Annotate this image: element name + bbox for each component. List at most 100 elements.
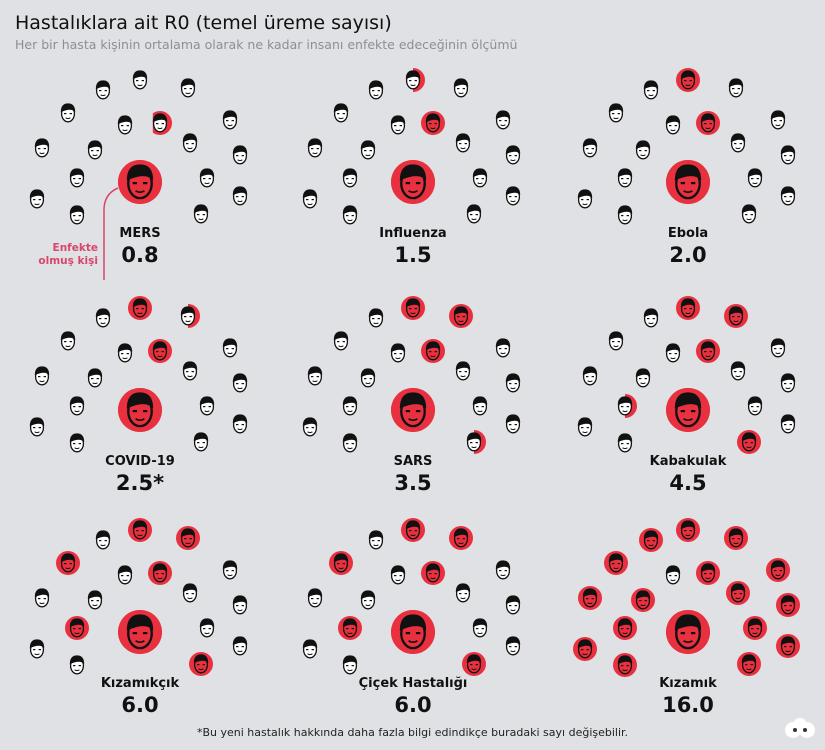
person-icon bbox=[180, 78, 196, 98]
person-icon bbox=[95, 530, 111, 550]
person-icon bbox=[472, 168, 488, 188]
person-icon bbox=[368, 80, 384, 100]
r0-value: 3.5 bbox=[394, 471, 432, 495]
r0-value: 0.8 bbox=[121, 243, 159, 267]
infected-person-icon bbox=[462, 652, 486, 676]
person-icon bbox=[617, 205, 633, 225]
person-icon bbox=[132, 70, 148, 90]
person-icon bbox=[770, 110, 786, 130]
infected-person-icon bbox=[724, 526, 748, 550]
person-icon bbox=[302, 189, 318, 209]
person-icon bbox=[302, 639, 318, 659]
person-icon bbox=[193, 204, 209, 224]
infected-person-icon bbox=[573, 637, 597, 661]
person-icon bbox=[232, 636, 248, 656]
infected-person-icon bbox=[401, 296, 425, 320]
person-icon bbox=[69, 433, 85, 453]
person-icon bbox=[472, 396, 488, 416]
person-icon bbox=[368, 530, 384, 550]
infected-person-icon bbox=[176, 526, 200, 550]
person-icon bbox=[87, 140, 103, 160]
person-icon bbox=[232, 145, 248, 165]
disease-name: COVID-19 bbox=[105, 454, 175, 469]
r0-value: 6.0 bbox=[394, 693, 432, 717]
infected-person-icon bbox=[743, 616, 767, 640]
infected-person-icon bbox=[676, 296, 700, 320]
person-icon bbox=[222, 110, 238, 130]
person-icon bbox=[728, 78, 744, 98]
person-icon bbox=[117, 115, 133, 135]
infected-person-icon bbox=[666, 160, 710, 204]
person-icon bbox=[360, 368, 376, 388]
person-icon bbox=[643, 80, 659, 100]
person-icon bbox=[455, 133, 471, 153]
panel-mers: MERS 0.8 Enfekte olmuş kişi bbox=[0, 60, 275, 288]
infected-person-icon bbox=[676, 68, 700, 92]
panel-influenza: Influenza 1.5 bbox=[273, 60, 548, 288]
person-icon bbox=[665, 343, 681, 363]
infected-person-icon bbox=[391, 388, 435, 432]
person-icon bbox=[390, 343, 406, 363]
footnote: *Bu yeni hastalık hakkında daha fazla bi… bbox=[196, 726, 629, 739]
infected-person-icon bbox=[65, 616, 89, 640]
infected-person-icon bbox=[329, 551, 353, 575]
infected-person-icon bbox=[180, 304, 200, 328]
person-icon bbox=[69, 655, 85, 675]
person-icon bbox=[608, 331, 624, 351]
r0-value: 2.0 bbox=[669, 243, 707, 267]
person-icon bbox=[182, 133, 198, 153]
person-icon bbox=[307, 588, 323, 608]
infected-person-icon bbox=[776, 634, 800, 658]
infected-person-icon bbox=[118, 160, 162, 204]
person-icon bbox=[360, 140, 376, 160]
person-icon bbox=[730, 361, 746, 381]
logo-icon bbox=[785, 718, 815, 738]
infected-person-icon bbox=[666, 388, 710, 432]
infected-person-icon bbox=[391, 160, 435, 204]
person-icon bbox=[577, 189, 593, 209]
panel-ebola: Ebola 2.0 bbox=[548, 60, 823, 288]
person-icon bbox=[95, 308, 111, 328]
infected-person-icon bbox=[737, 652, 761, 676]
disease-name: Çiçek Hastalığı bbox=[358, 676, 468, 691]
panel-sars: SARS 3.5 bbox=[273, 288, 548, 516]
person-icon bbox=[390, 115, 406, 135]
infected-person-icon bbox=[449, 526, 473, 550]
person-icon bbox=[368, 308, 384, 328]
infected-person-icon bbox=[639, 528, 663, 552]
panel-çiçek-hastalığı: Çiçek Hastalığı 6.0 bbox=[273, 510, 548, 738]
infected-person-icon bbox=[421, 561, 445, 585]
infected-person-icon bbox=[148, 561, 172, 585]
person-icon bbox=[87, 590, 103, 610]
person-icon bbox=[577, 417, 593, 437]
annotation-label: Enfekte olmuş kişi bbox=[38, 242, 98, 267]
person-icon bbox=[505, 373, 521, 393]
person-icon bbox=[95, 80, 111, 100]
person-icon bbox=[333, 103, 349, 123]
person-icon bbox=[232, 186, 248, 206]
infected-person-icon bbox=[613, 616, 637, 640]
infected-person-icon bbox=[421, 339, 445, 363]
panel-covid-19: COVID-19 2.5* bbox=[0, 288, 275, 516]
page-title: Hastalıklara ait R0 (temel üreme sayısı) bbox=[15, 12, 392, 34]
person-icon bbox=[199, 168, 215, 188]
person-icon bbox=[608, 103, 624, 123]
person-icon bbox=[665, 115, 681, 135]
person-icon bbox=[472, 618, 488, 638]
person-icon bbox=[495, 110, 511, 130]
infected-person-icon bbox=[737, 430, 761, 454]
person-icon bbox=[582, 138, 598, 158]
person-icon bbox=[87, 368, 103, 388]
person-icon bbox=[342, 396, 358, 416]
person-icon bbox=[232, 373, 248, 393]
disease-name: MERS bbox=[119, 226, 161, 241]
infected-person-icon bbox=[338, 616, 362, 640]
infected-person-icon bbox=[118, 388, 162, 432]
person-icon bbox=[69, 168, 85, 188]
r0-value: 16.0 bbox=[662, 693, 714, 717]
disease-name: Kabakulak bbox=[649, 454, 727, 469]
person-icon bbox=[453, 78, 469, 98]
person-icon bbox=[60, 331, 76, 351]
person-icon bbox=[665, 565, 681, 585]
